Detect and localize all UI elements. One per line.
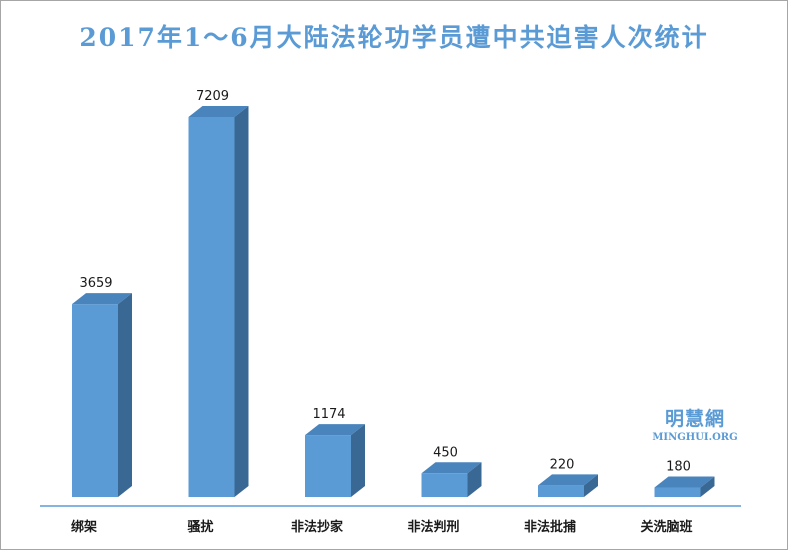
bar-top-5	[654, 476, 715, 488]
bar-front-0	[72, 304, 118, 497]
bar-top-0	[72, 293, 132, 305]
bar-top-4	[538, 474, 598, 486]
bar-front-3	[421, 473, 468, 497]
minghui-watermark: 明慧網 MINGHUI.ORG	[650, 404, 740, 443]
category-label-1: 骚扰	[187, 519, 213, 535]
bar-side-2	[351, 424, 365, 497]
bar-front-4	[538, 485, 584, 497]
bar-top-2	[305, 424, 365, 436]
bar-front-2	[305, 435, 351, 497]
bar-side-3	[467, 462, 482, 497]
watermark-cn: 明慧網	[664, 408, 725, 430]
bar-side-1	[234, 106, 249, 497]
data-label-5: 180	[666, 460, 691, 475]
category-label-3: 非法判刑	[407, 519, 459, 535]
data-label-4: 220	[550, 457, 575, 472]
chart-title: 2017年1～6月大陆法轮功学员遭中共迫害人次统计	[79, 23, 709, 52]
bar-front-5	[654, 487, 701, 497]
category-label-0: 绑架	[71, 519, 97, 535]
bar-side-5	[700, 476, 715, 497]
data-label-1: 7209	[196, 89, 229, 104]
bar-front-1	[188, 117, 235, 497]
bar-side-4	[584, 474, 598, 497]
category-label-2: 非法抄家	[291, 519, 344, 535]
watermark-en: MINGHUI.ORG	[652, 432, 738, 443]
bar-top-3	[421, 462, 482, 474]
bar-top-1	[188, 106, 249, 117]
data-label-3: 450	[433, 445, 458, 460]
category-label-5: 关洗脑班	[640, 519, 692, 535]
data-label-2: 1174	[312, 407, 345, 422]
category-label-4: 非法批捕	[524, 519, 576, 535]
data-label-0: 3659	[79, 276, 112, 291]
bar-side-0	[118, 293, 132, 497]
